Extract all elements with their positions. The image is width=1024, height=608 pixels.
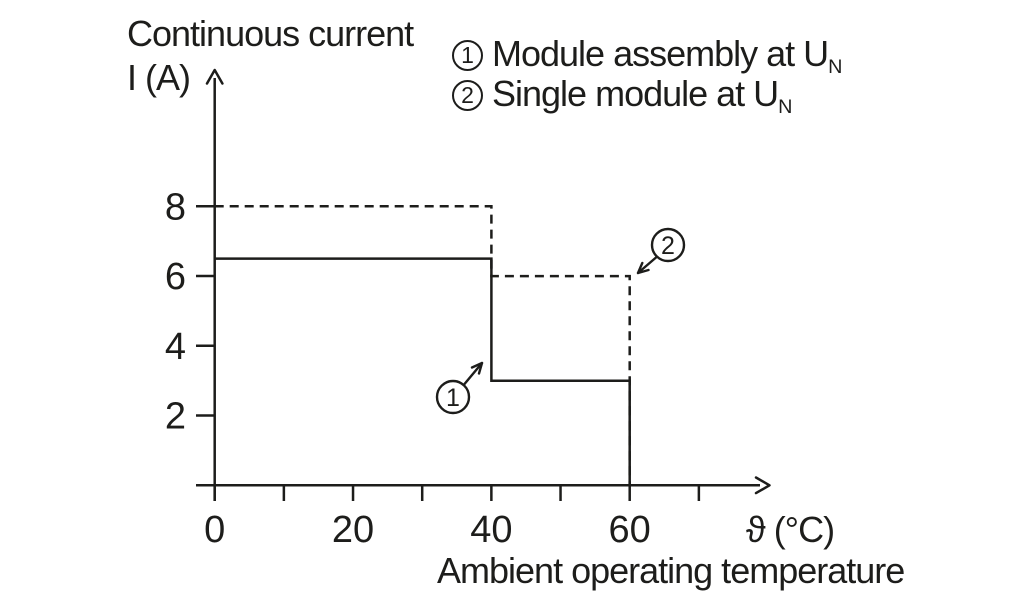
- legend-label-1: Module assembly at UN: [492, 33, 842, 79]
- axes: [196, 68, 771, 501]
- x-tick-label-20: 20: [332, 509, 374, 551]
- legend-item-module-assembly: 1 Module assembly at UN: [452, 33, 842, 77]
- x-axis-caption: Ambient operating temperature: [437, 550, 905, 591]
- legend-label-1-text: Module assembly at U: [492, 32, 829, 74]
- legend-marker-2-icon: 2: [452, 80, 483, 111]
- data-curves: [214, 205, 631, 486]
- callout-1-arrow-shaft: [463, 361, 484, 386]
- x-tick-label-60: 60: [609, 509, 651, 551]
- legend-label-2-subscript: N: [778, 95, 793, 118]
- callout-1: 1: [435, 361, 484, 415]
- callout-2: 2: [636, 227, 686, 275]
- y-axis-title: Continuous current I (A): [127, 12, 414, 100]
- legend-label-2-text: Single module at U: [492, 72, 779, 114]
- series-2-curve: [214, 205, 631, 486]
- y-axis-arrowhead-icon: [205, 68, 224, 85]
- callout-1-arrowhead-icon: [470, 361, 484, 375]
- x-tick-label-0: 0: [204, 509, 225, 551]
- callout-1-circle-icon: [435, 379, 471, 415]
- legend-item-single-module: 2 Single module at UN: [452, 73, 842, 117]
- curve-callouts: 12: [435, 227, 686, 415]
- legend: 1 Module assembly at UN 2 Single module …: [452, 33, 842, 117]
- y-tick-label-6: 6: [165, 256, 186, 298]
- y-tick-label-4: 4: [165, 326, 186, 368]
- y-tick-label-2: 2: [165, 396, 186, 438]
- axis-ticks: 0 20 40 60 2 4 6 8: [165, 186, 701, 551]
- legend-label-1-subscript: N: [828, 55, 843, 78]
- callout-2-circle-icon: [650, 227, 686, 263]
- callout-1-number: 1: [446, 384, 460, 412]
- x-axis-arrowhead-icon: [754, 476, 771, 495]
- callout-2-arrowhead-icon: [636, 261, 650, 275]
- y-tick-label-8: 8: [165, 186, 186, 228]
- callout-2-number: 2: [661, 232, 675, 260]
- callout-2-arrow-shaft: [636, 256, 658, 275]
- y-axis-title-line2: I (A): [127, 57, 191, 98]
- legend-label-2: Single module at UN: [492, 73, 792, 119]
- x-axis-unit-label: ϑ (°C): [746, 509, 834, 550]
- legend-marker-1-icon: 1: [452, 40, 483, 71]
- x-tick-label-40: 40: [470, 509, 512, 551]
- series-1-curve: [214, 257, 631, 486]
- y-axis-title-line1: Continuous current: [127, 13, 414, 54]
